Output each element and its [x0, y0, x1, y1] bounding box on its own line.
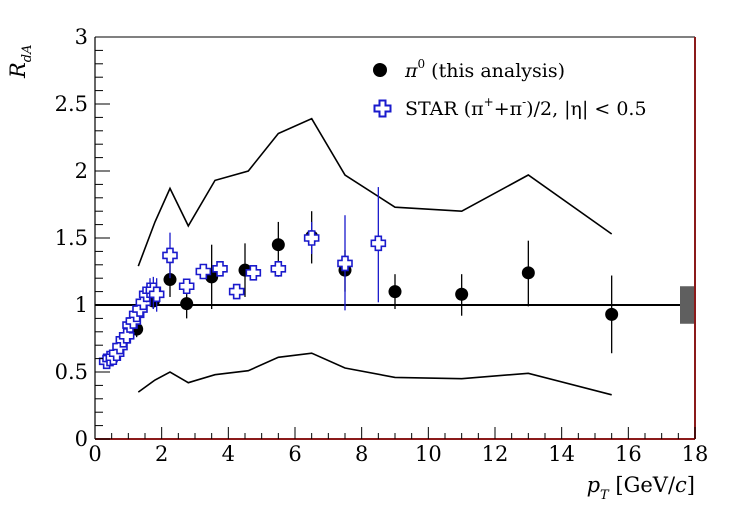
data-point-star-23 [303, 230, 320, 246]
data-point-star-25 [370, 235, 387, 252]
normalization-uncertainty-box [680, 286, 695, 324]
x-tick-label: 2 [155, 442, 168, 466]
y-tick-label: 2.5 [55, 92, 88, 116]
y-tick-label: 0 [75, 427, 88, 451]
data-point-pi0-11 [521, 266, 535, 280]
x-axis-ticks: 0 2 4 6 8 10 12 14 16 18 [88, 427, 708, 466]
y-tick-label: 2 [75, 159, 88, 183]
y-tick-label: 1.5 [55, 226, 88, 250]
data-point-pi0-10 [455, 287, 469, 301]
star-series [98, 187, 387, 370]
data-point-star-15 [148, 286, 165, 303]
data-point-star-16 [162, 247, 178, 264]
x-tick-label: 14 [548, 442, 575, 466]
x-tick-label: 12 [482, 442, 509, 466]
data-point-star-20 [228, 283, 245, 300]
data-point-star-17 [178, 278, 195, 295]
lower-band [137, 352, 612, 396]
theory-bands [137, 117, 613, 396]
x-tick-label: 4 [222, 442, 235, 466]
upper-band [137, 117, 613, 267]
data-point-star-24 [337, 255, 353, 272]
x-tick-label: 18 [682, 442, 709, 466]
data-point-pi0-3 [180, 297, 194, 311]
pi0-series [130, 211, 619, 354]
y-tick-label: 1 [75, 293, 88, 317]
data-point-star-21 [245, 265, 262, 281]
data-point-star-19 [212, 261, 228, 277]
y-tick-label: 3 [75, 25, 88, 49]
legend-marker-pi0 [373, 63, 387, 77]
y-tick-label: 0.5 [55, 360, 88, 384]
legend-marker-star [373, 99, 392, 118]
legend-entry-star: STAR (π++π-)/2, |η| < 0.5 [405, 95, 647, 120]
data-point-pi0-6 [271, 238, 285, 252]
x-tick-label: 6 [288, 442, 301, 466]
legend: π0 (this analysis) STAR (π++π-)/2, |η| <… [373, 57, 647, 120]
data-point-pi0-12 [605, 307, 619, 321]
y-axis-label: RdA [6, 44, 35, 79]
legend-entry-pi0: π0 (this analysis) [404, 57, 565, 82]
data-point-star-22 [270, 261, 287, 277]
y-axis-ticks: 0 0.5 1 1.5 2 2.5 3 [55, 25, 110, 451]
data-point-pi0-9 [388, 285, 402, 299]
x-tick-label: 8 [355, 442, 368, 466]
data-point-pi0-2 [163, 273, 177, 287]
x-tick-label: 10 [415, 442, 442, 466]
x-axis-label: pT [GeV/c] [587, 473, 695, 503]
data-point-star-18 [195, 263, 212, 280]
x-tick-label: 16 [615, 442, 642, 466]
x-tick-label: 0 [88, 442, 101, 466]
